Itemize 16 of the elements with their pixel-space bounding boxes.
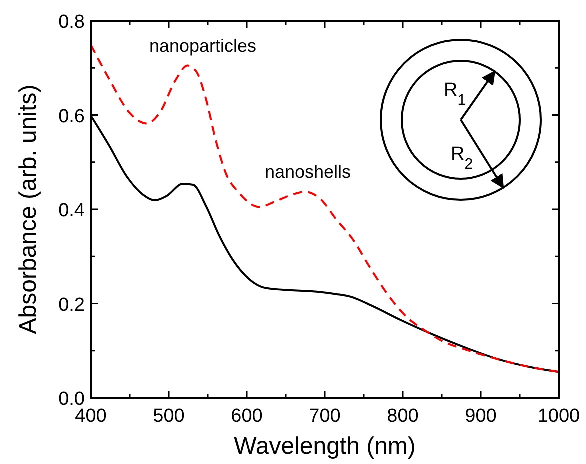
x-tick-label: 800 xyxy=(387,406,419,427)
x-tick-label: 900 xyxy=(465,406,497,427)
x-tick-label: 1000 xyxy=(538,406,580,427)
x-tick-label: 700 xyxy=(309,406,341,427)
x-tick-label: 600 xyxy=(231,406,263,427)
annotation: R$_{2}$ xyxy=(451,144,474,172)
x-tick-label: 500 xyxy=(153,406,185,427)
y-tick-label: 0.8 xyxy=(58,12,85,33)
annotation: nanoparticles xyxy=(149,36,257,56)
y-axis-title: Absorbance (arb. units) xyxy=(15,84,42,334)
y-tick-label: 0.6 xyxy=(58,106,85,128)
x-axis-title: Wavelength (nm) xyxy=(234,433,416,460)
annotation: R$_{1}$ xyxy=(444,80,466,108)
y-tick-label: 0.2 xyxy=(58,294,85,316)
y-tick-label: 0.4 xyxy=(58,200,86,222)
annotation: nanoshells xyxy=(264,162,352,182)
